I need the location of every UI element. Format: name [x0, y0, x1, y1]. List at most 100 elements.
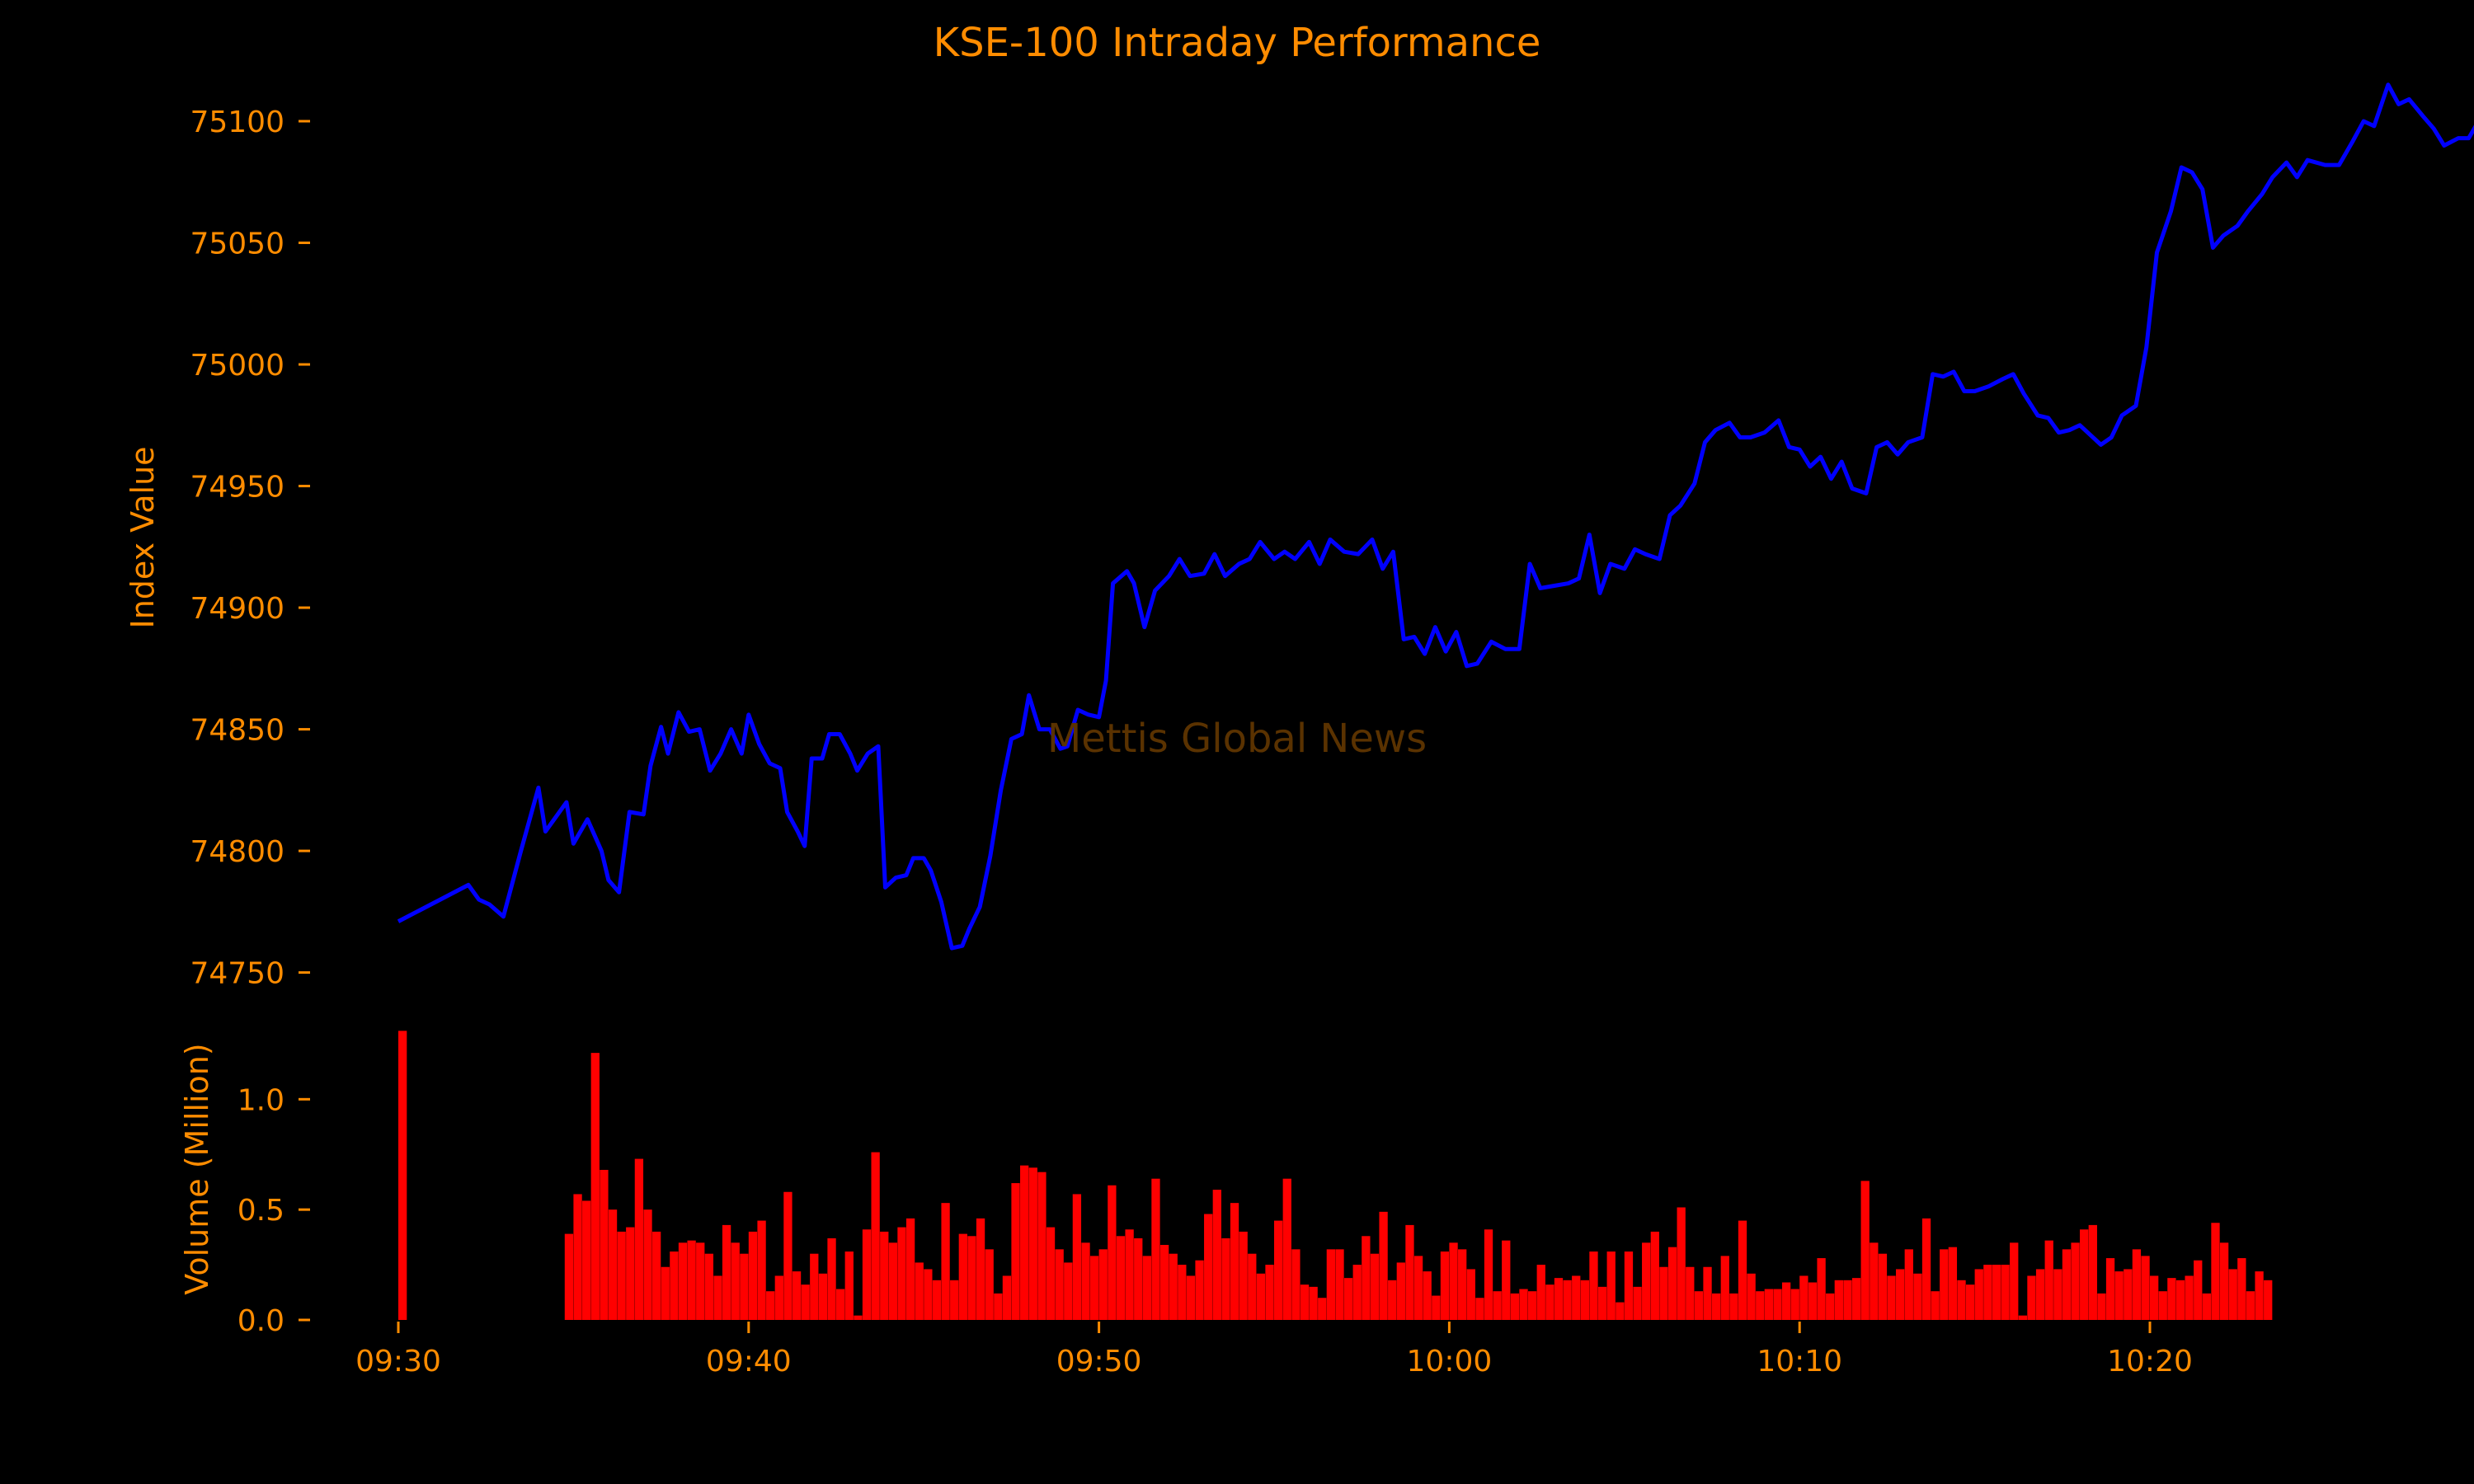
price-y-axis: 74750 74800 74850 74900 74950 75000 75050 75100: [190, 106, 310, 991]
volume-bar: [871, 1152, 880, 1320]
volume-bar: [1432, 1295, 1441, 1320]
price-y-tick-label: 75100: [190, 106, 285, 139]
volume-bar: [1747, 1273, 1756, 1320]
volume-bar: [862, 1229, 872, 1320]
volume-bar: [1098, 1249, 1108, 1320]
volume-bar: [1169, 1253, 1178, 1320]
volume-bar: [985, 1249, 994, 1320]
volume-bar: [1817, 1258, 1826, 1320]
volume-bar: [2219, 1242, 2229, 1320]
price-y-axis-label: Index Value: [125, 446, 161, 628]
volume-bar: [2150, 1275, 2159, 1320]
volume-bar: [1116, 1236, 1126, 1320]
volume-bar: [1274, 1220, 1283, 1320]
volume-bar: [1983, 1265, 1992, 1320]
volume-bar: [651, 1231, 661, 1320]
volume-bar: [2114, 1271, 2124, 1320]
volume-bar: [1913, 1273, 1922, 1320]
volume-bar: [1178, 1265, 1187, 1320]
volume-bar: [1572, 1275, 1581, 1320]
volume-bar: [967, 1236, 976, 1320]
volume-bar: [2010, 1242, 2019, 1320]
volume-bar: [634, 1158, 644, 1320]
volume-bar: [1379, 1211, 1388, 1320]
volume-bar: [1134, 1237, 1143, 1320]
volume-bar: [976, 1218, 985, 1320]
volume-bar: [836, 1289, 845, 1320]
volume-bar: [2246, 1291, 2255, 1320]
volume-bar: [2264, 1280, 2273, 1320]
volume-bar: [1413, 1256, 1423, 1320]
volume-bar: [1046, 1227, 1056, 1320]
volume-bar: [810, 1253, 819, 1320]
price-y-tick-label: 75050: [190, 228, 285, 261]
price-series: [397, 82, 2474, 951]
volume-y-tick-label: 0.5: [238, 1194, 285, 1228]
volume-bar: [564, 1233, 574, 1320]
volume-bar: [757, 1220, 766, 1320]
volume-bar: [1204, 1214, 1213, 1320]
x-tick-label: 09:30: [355, 1345, 441, 1378]
volume-bar: [1256, 1273, 1266, 1320]
volume-bar: [1089, 1256, 1099, 1320]
volume-bar: [924, 1269, 933, 1320]
volume-bar: [2237, 1258, 2246, 1320]
volume-bar: [1808, 1282, 1818, 1320]
volume-bar: [2062, 1249, 2072, 1320]
volume-bar: [1616, 1302, 1625, 1320]
volume-bar: [818, 1273, 828, 1320]
volume-bar: [1756, 1291, 1765, 1320]
volume-bar: [1020, 1165, 1029, 1320]
volume-bar: [678, 1242, 688, 1320]
volume-bar: [1712, 1293, 1721, 1320]
volume-bar: [1370, 1253, 1380, 1320]
volume-bar: [1458, 1249, 1467, 1320]
volume-bar: [722, 1224, 731, 1320]
volume-bar: [398, 1031, 407, 1320]
volume-bar: [2027, 1275, 2036, 1320]
volume-bar: [1195, 1260, 1204, 1320]
volume-bar: [2080, 1229, 2089, 1320]
volume-bar: [950, 1280, 959, 1320]
volume-bar: [1064, 1262, 1073, 1320]
volume-bar: [1343, 1278, 1353, 1320]
volume-bar: [1466, 1269, 1475, 1320]
price-y-tick-label: 74900: [190, 592, 285, 626]
volume-bar: [766, 1291, 775, 1320]
volume-bar: [915, 1262, 924, 1320]
price-y-tick-label: 74950: [190, 471, 285, 505]
volume-bar: [731, 1242, 740, 1320]
volume-bar: [888, 1242, 898, 1320]
volume-bar: [2001, 1265, 2010, 1320]
volume-bar: [958, 1233, 967, 1320]
chart-title: KSE-100 Intraday Performance: [934, 20, 1541, 66]
volume-bar: [2044, 1240, 2053, 1320]
volume-bar: [1527, 1291, 1537, 1320]
volume-bar: [1659, 1266, 1668, 1320]
volume-bar: [1992, 1265, 2001, 1320]
volume-bar: [1239, 1231, 1248, 1320]
volume-bar: [1282, 1178, 1291, 1320]
volume-bar: [1860, 1181, 1870, 1320]
volume-bar: [2132, 1249, 2142, 1320]
volume-bar: [1650, 1231, 1659, 1320]
volume-bar: [1291, 1249, 1300, 1320]
volume-bar: [1974, 1269, 1983, 1320]
price-line: [397, 82, 2474, 951]
volume-bar: [2194, 1260, 2203, 1320]
volume-bar: [1309, 1286, 1318, 1320]
volume-bar: [1352, 1265, 1362, 1320]
x-tick-label: 10:10: [1757, 1345, 1842, 1378]
x-axis: 09:30 09:40 09:50 10:00 10:10 10:20: [355, 1322, 2193, 1378]
volume-bar: [792, 1271, 802, 1320]
watermark: Mettis Global News: [1047, 716, 1427, 762]
volume-bar: [748, 1231, 758, 1320]
volume-bar: [1440, 1252, 1450, 1320]
volume-bar: [1502, 1240, 1511, 1320]
price-y-tick-label: 74850: [190, 714, 285, 748]
volume-bar: [1493, 1291, 1502, 1320]
volume-bar: [1580, 1280, 1589, 1320]
volume-bar: [1738, 1220, 1747, 1320]
volume-bar: [1720, 1256, 1729, 1320]
